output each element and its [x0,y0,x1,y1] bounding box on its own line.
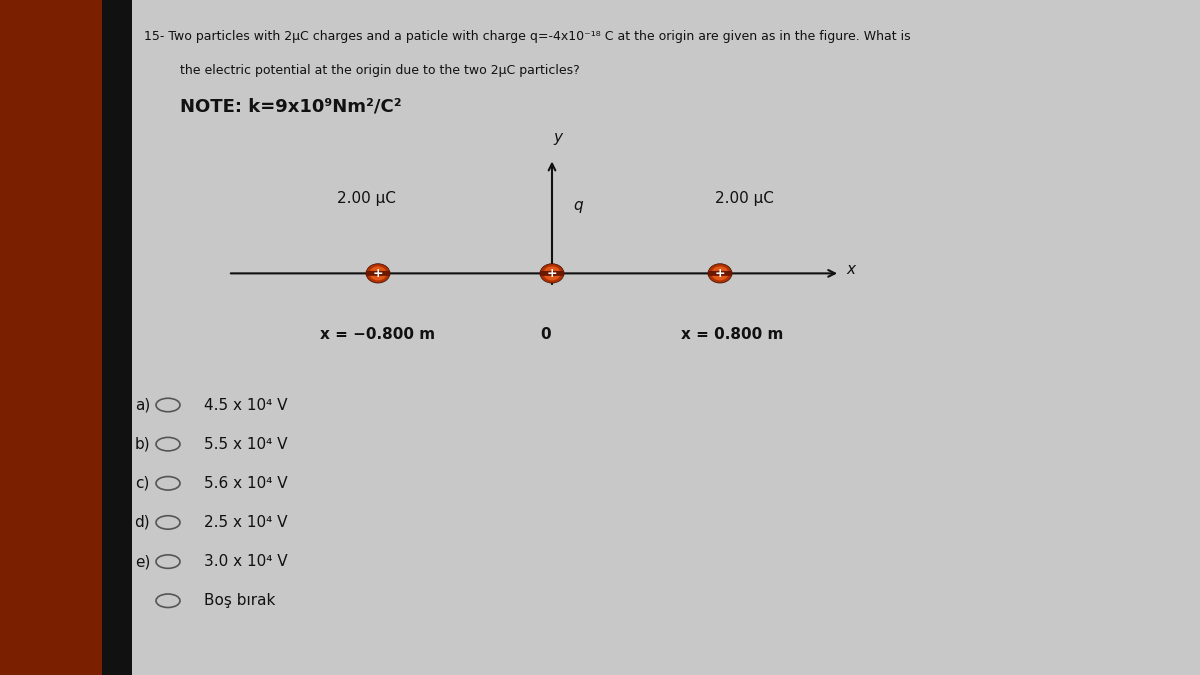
Ellipse shape [540,264,564,283]
Text: x = 0.800 m: x = 0.800 m [680,327,784,342]
Text: 2.00 μC: 2.00 μC [336,191,396,206]
Text: 15- Two particles with 2μC charges and a paticle with charge q=-4x10⁻¹⁸ C at the: 15- Two particles with 2μC charges and a… [144,30,911,43]
Text: d): d) [134,515,150,530]
Ellipse shape [712,267,728,280]
Text: 5.5 x 10⁴ V: 5.5 x 10⁴ V [204,437,288,452]
Text: the electric potential at the origin due to the two 2μC particles?: the electric potential at the origin due… [180,64,580,77]
Text: +: + [373,267,383,280]
Bar [0,0,102,675]
Text: +: + [715,267,725,280]
FancyBboxPatch shape [540,271,564,276]
Text: 0: 0 [541,327,551,342]
Text: q: q [574,198,583,213]
Ellipse shape [708,264,732,283]
Text: +: + [547,267,557,280]
Text: 4.5 x 10⁴ V: 4.5 x 10⁴ V [204,398,288,412]
Text: x: x [846,263,854,277]
Text: Boş bırak: Boş bırak [204,593,275,608]
FancyBboxPatch shape [708,271,732,276]
Bar [102,0,132,675]
Text: 5.6 x 10⁴ V: 5.6 x 10⁴ V [204,476,288,491]
Ellipse shape [544,267,560,280]
Text: a): a) [134,398,150,412]
Text: b): b) [134,437,150,452]
Text: 3.0 x 10⁴ V: 3.0 x 10⁴ V [204,554,288,569]
Text: e): e) [134,554,150,569]
Ellipse shape [366,264,390,283]
Ellipse shape [370,267,386,280]
Text: x = −0.800 m: x = −0.800 m [320,327,436,342]
Text: 2.5 x 10⁴ V: 2.5 x 10⁴ V [204,515,288,530]
Text: NOTE: k=9x10⁹Nm²/C²: NOTE: k=9x10⁹Nm²/C² [180,98,402,116]
Text: c): c) [136,476,150,491]
FancyBboxPatch shape [366,271,390,276]
Text: y: y [553,130,563,145]
Text: 2.00 μC: 2.00 μC [714,191,774,206]
